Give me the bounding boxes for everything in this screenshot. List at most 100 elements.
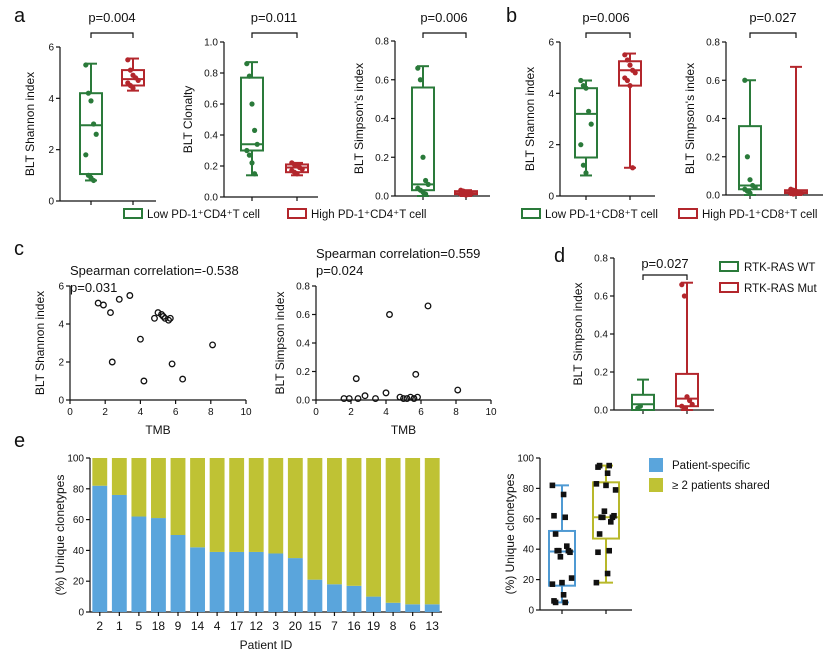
chart-e2: 0 20 40 60 80 100(%) Unique clonetypes — [503, 454, 632, 617]
data-point — [93, 131, 99, 137]
correlation-title: Spearman correlation=-0.538 — [70, 263, 239, 278]
legend-e: Patient-specific ≥ 2 patients shared — [649, 458, 770, 492]
bar-segment — [190, 547, 205, 612]
y-tick-label: 0.4 — [594, 330, 608, 341]
scatter-point — [99, 301, 107, 309]
data-point — [560, 491, 567, 498]
scatter-point — [372, 395, 379, 403]
bar-segment — [268, 458, 284, 554]
y-tick-label: 0.4 — [204, 131, 218, 142]
bar-segment — [307, 458, 323, 580]
bar-segment — [209, 551, 225, 612]
y-tick-label: 0 — [528, 606, 534, 617]
y-tick-label: 0.6 — [594, 292, 608, 303]
scatter-point — [179, 375, 187, 383]
data-point — [624, 57, 631, 63]
bar-segment — [111, 494, 127, 612]
x-tick-label: 10 — [240, 407, 252, 418]
x-tick-label: 19 — [367, 619, 381, 633]
y-tick-label: 1.0 — [204, 38, 218, 49]
p-value: p=0.024 — [316, 263, 363, 278]
data-point — [601, 508, 608, 514]
box-Low — [574, 87, 598, 159]
bar-segment — [131, 516, 147, 612]
data-point — [627, 83, 633, 89]
data-point — [593, 481, 600, 487]
panel-label-d: d — [554, 245, 565, 267]
y-tick-label: 6 — [548, 38, 554, 49]
y-tick-label: 0.4 — [296, 339, 310, 350]
scatter-point — [107, 309, 114, 317]
y-tick-label: 40 — [73, 546, 85, 557]
y-tick-label: 0.0 — [706, 191, 720, 202]
data-point — [249, 160, 255, 166]
scatter-point — [352, 375, 360, 383]
data-point — [135, 77, 141, 83]
y-axis-label: BLT Shannon index — [23, 72, 37, 176]
scatter-point — [386, 311, 393, 318]
y-tick-label: 0.8 — [594, 254, 608, 265]
data-point — [596, 531, 603, 537]
scatter-point — [136, 335, 144, 343]
x-tick-label: 4 — [138, 407, 144, 418]
bar-segment — [248, 458, 264, 552]
data-point — [244, 61, 250, 67]
plots: 0 2 4 6 BLT Shannon index p=0.004 0.0 0.2 0.4 0.6… — [23, 10, 823, 652]
bar-segment — [366, 596, 381, 612]
y-tick-label: 0 — [548, 192, 554, 203]
scatter-point — [165, 316, 173, 324]
legend-e-specific-swatch — [649, 458, 663, 472]
y-tick-label: 20 — [523, 575, 535, 586]
data-point — [254, 141, 260, 147]
x-tick-label: 4 — [214, 619, 221, 633]
scatter-point — [424, 302, 432, 310]
data-point — [744, 154, 751, 160]
x-tick-label: 2 — [102, 407, 108, 418]
legend-d-mut-label: RTK-RAS Mut — [744, 283, 817, 295]
data-point — [611, 512, 617, 519]
p-value: p=0.004 — [88, 10, 135, 25]
legend-b-low-swatch — [521, 208, 541, 219]
y-tick-label: 0.8 — [296, 282, 310, 293]
box-WT — [631, 393, 655, 411]
data-point — [600, 514, 606, 521]
scatter-point — [126, 292, 134, 299]
y-tick-label: 100 — [67, 454, 84, 465]
data-point — [596, 462, 603, 469]
bar-segment — [327, 458, 342, 585]
y-tick-label: 2 — [48, 145, 54, 156]
bar-segment — [287, 458, 303, 559]
data-point — [632, 70, 638, 76]
x-tick-label: 6 — [409, 619, 416, 633]
bar-segment — [405, 604, 421, 612]
bar-segment — [424, 458, 440, 605]
scatter-point — [154, 309, 162, 317]
y-tick-label: 4 — [48, 94, 54, 105]
y-tick-label: 0 — [48, 197, 54, 208]
p-value: p=0.027 — [641, 256, 688, 271]
bar-segment — [405, 458, 421, 605]
x-tick-label: 18 — [152, 619, 166, 633]
significance-bracket — [585, 32, 631, 38]
y-tick-label: 6 — [48, 43, 54, 54]
chart-b1: 0 2 4 6 BLT Shannon index p=0.006 — [523, 10, 655, 203]
bar-segment — [366, 458, 381, 597]
data-point — [580, 162, 587, 168]
chart-a3: 0.0 0.2 0.4 0.6 0.8 BLT Simpson's index p=0.00… — [352, 10, 490, 203]
y-tick-label: 80 — [523, 484, 535, 495]
x-tick-label: 17 — [230, 619, 244, 633]
data-point — [294, 171, 300, 177]
y-tick-label: 6 — [58, 282, 64, 293]
bar-segment — [346, 585, 362, 612]
x-tick-label: 9 — [175, 619, 182, 633]
data-point — [747, 177, 753, 183]
x-tick-label: 0 — [313, 407, 319, 418]
y-tick-label: 0.2 — [375, 153, 389, 164]
data-point — [681, 293, 688, 299]
scatter-point — [454, 386, 462, 394]
data-point — [684, 394, 690, 400]
x-tick-label: 14 — [191, 619, 205, 633]
y-tick-label: 0.6 — [296, 310, 310, 321]
